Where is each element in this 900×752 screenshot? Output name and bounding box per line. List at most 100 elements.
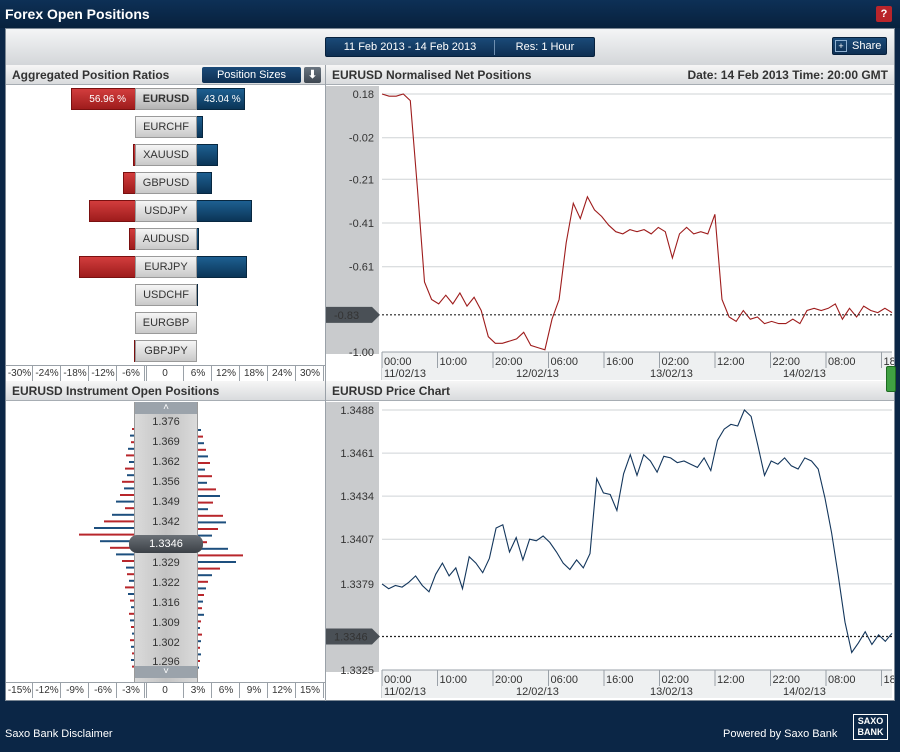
long-bar [193,200,252,222]
open-positions-chart: ˄ ˅ 1.376 1.369 1.362 1.356 1.349 1.342 1.3346 1.… [6,402,325,682]
x-tick-label: 12:00 [717,674,745,686]
long-depth-bar [198,600,203,603]
short-depth-bar [125,507,134,510]
powered-by: Powered by Saxo Bank [723,728,838,740]
x-tick-label: 16:00 [606,674,634,686]
divider [325,65,326,701]
y-tick-label: -0.41 [349,218,374,230]
short-depth-bar [116,500,134,503]
long-depth-bar [198,547,228,550]
toolbar: 11 Feb 2013 - 14 Feb 2013 Res: 1 Hour + … [6,29,894,65]
long-depth-bar [198,481,207,484]
ratios-axis: -30% -24% -18% -12% -6% 0 6% 12% 18% 24% 30% [6,365,325,381]
open-positions-header: EURUSD Instrument Open Positions [6,381,325,401]
price-level: 1.369 [152,436,180,448]
short-depth-bar [116,553,134,556]
long-depth-bar [198,514,223,517]
x-tick-label: 00:00 [384,674,412,686]
y-axis-panel [326,402,379,672]
pair-usdjpy[interactable]: USDJPY [135,200,197,222]
pair-eurjpy[interactable]: EURJPY [135,256,197,278]
axis-tick: 6% [213,683,240,698]
open-positions-axis: -15% -12% -9% -6% -3% 0 3% 6% 9% 12% 15% [6,682,325,698]
current-level-label: -0.83 [334,310,359,322]
pair-gbpjpy[interactable]: GBPJPY [135,340,197,362]
series-line [381,93,893,351]
ratios-chart: 56.96 % 43.04 % EURUSD EURCHF XAUUSD GBPUSD US… [6,86,325,365]
price-chart-header: EURUSD Price Chart [326,381,894,401]
date-label: 14/02/13 [783,686,826,698]
saxo-bank-logo: SAXO BANK [853,714,888,740]
disclaimer-link[interactable]: Saxo Bank Disclaimer [5,728,113,740]
scroll-up-icon[interactable]: ˄ [135,402,197,414]
price-level: 1.362 [152,456,180,468]
current-level-marker [326,306,380,323]
pair-xauusd[interactable]: XAUUSD [135,144,197,166]
share-button[interactable]: + Share [832,37,887,55]
x-tick-label: 10:00 [440,356,468,368]
date-label: 13/02/13 [650,686,693,698]
long-depth-bar [198,660,200,662]
short-bar [88,200,139,222]
long-depth-bar [198,640,201,643]
resolution-selector[interactable]: Res: 1 Hour [515,41,575,53]
long-depth-bar [198,561,236,563]
short-depth-bar [126,566,134,569]
y-tick-label: -0.02 [349,133,374,145]
plus-icon: + [835,40,847,52]
ratios-title: Aggregated Position Ratios [12,68,170,82]
x-tick-label: 06:00 [551,356,579,368]
download-icon[interactable]: ⬇ [304,67,321,83]
x-tick-label: 08:00 [828,674,856,686]
x-tick-label: 00:00 [384,356,412,368]
resize-handle[interactable] [886,366,896,392]
price-level: 1.349 [152,496,180,508]
long-depth-bar [198,594,204,596]
scroll-down-icon[interactable]: ˅ [135,666,197,678]
long-depth-bar [198,455,208,458]
y-tick-label: 1.3407 [340,534,374,546]
window-title: Forex Open Positions [5,6,150,22]
pair-eurgbp[interactable]: EURGBP [135,312,197,334]
pair-eurchf[interactable]: EURCHF [135,116,197,138]
date-range-selector[interactable]: 11 Feb 2013 - 14 Feb 2013 Res: 1 Hour [325,37,595,57]
price-ladder[interactable]: ˄ ˅ 1.376 1.369 1.362 1.356 1.349 1.342 1.3346 1.… [129,402,203,682]
long-depth-bar [198,528,218,530]
date-range[interactable]: 11 Feb 2013 - 14 Feb 2013 [343,41,477,53]
logo-line: BANK [857,727,884,737]
x-tick-label: 18 [884,674,895,686]
long-depth-bar [198,462,210,464]
x-axis-panel [382,352,892,380]
long-depth-bar [198,574,212,577]
pair-audusd[interactable]: AUDUSD [135,228,197,250]
price-level: 1.302 [152,637,180,649]
long-depth-bar [198,521,226,524]
position-sizes-dropdown[interactable]: Position Sizes [202,67,301,83]
price-level: 1.329 [152,557,180,569]
long-depth-bar [198,429,201,431]
axis-tick: -6% [118,366,145,381]
price-level: 1.376 [152,416,180,428]
axis-tick: -15% [7,683,33,698]
date-label: 14/02/13 [783,368,826,380]
long-depth-bar [198,468,205,471]
x-tick-label: 06:00 [551,674,579,686]
net-chart-header: EURUSD Normalised Net Positions Date: 14… [326,65,894,85]
net-chart-title: EURUSD Normalised Net Positions [332,68,532,82]
help-button[interactable]: ? [876,6,892,22]
pair-eurusd[interactable]: EURUSD [135,88,197,110]
x-tick-label: 20:00 [495,674,523,686]
long-depth-bar [198,580,208,583]
divider [494,40,495,55]
x-axis-panel [382,670,892,698]
pair-gbpusd[interactable]: GBPUSD [135,172,197,194]
x-tick-label: 12:00 [717,356,745,368]
chart-background [326,86,894,380]
long-depth-bar [198,508,208,511]
axis-tick: 30% [297,366,324,381]
long-depth-bar [198,475,212,478]
axis-tick: -3% [118,683,145,698]
pair-usdchf[interactable]: USDCHF [135,284,197,306]
net-positions-chart: 0.18 -0.02 -0.21 -0.41 -0.61 -1.00 00:00 10:00 2… [326,86,894,380]
